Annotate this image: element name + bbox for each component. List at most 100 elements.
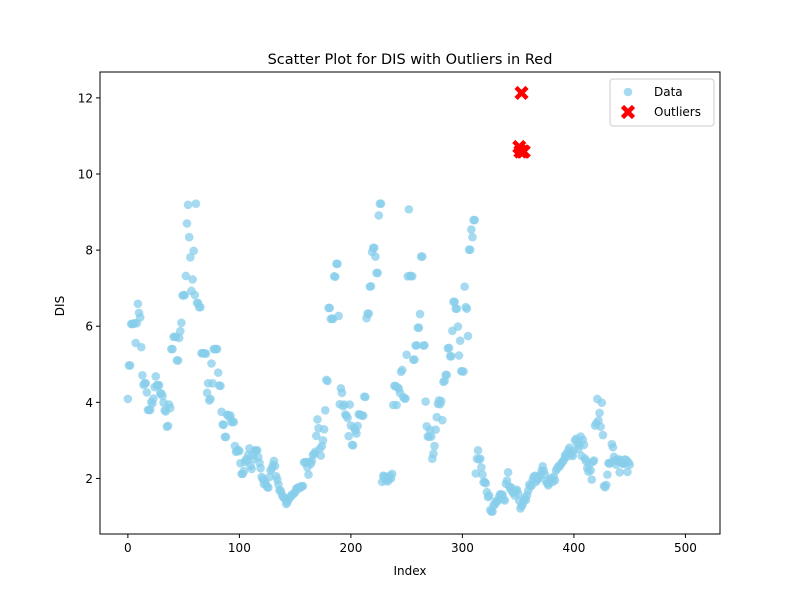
data-point [175,326,185,336]
data-point [475,454,485,463]
data-point [587,475,597,484]
data-point [460,282,469,291]
data-point [430,441,439,451]
data-point [188,275,197,284]
data-point [358,411,368,420]
data-point [470,215,479,225]
data-point [414,323,424,333]
chart-title: Scatter Plot for DIS with Outliers in Re… [268,52,553,68]
data-point [371,252,380,261]
data-point [133,299,143,309]
data-point [444,343,454,353]
data-point [125,361,135,370]
x-tick-label: 0 [124,541,132,555]
data-point [190,290,200,300]
data-point [477,463,486,472]
data-point [387,469,397,479]
data-point [361,392,370,402]
data-point [183,200,193,210]
data-point [247,464,256,474]
outlier-point [516,144,531,159]
legend-box [609,78,715,127]
data-point [412,340,421,350]
data-point [312,431,321,441]
data-point [601,480,611,490]
data-point [462,304,472,314]
data-point [603,470,612,479]
y-tick-label: 4 [85,396,93,410]
data-point [158,391,167,401]
data-point [252,445,262,455]
data-point [446,351,456,361]
legend-outlier-label: Outliers [654,105,701,119]
x-tick-label: 400 [562,541,585,555]
data-point [397,365,407,375]
data-point [513,489,523,498]
data-point [207,359,216,368]
plot-area [99,71,721,535]
data-point [488,507,497,516]
y-tick-label: 10 [78,167,93,181]
x-tick-label: 500 [674,541,697,555]
data-point [586,466,595,475]
data-point [623,467,632,477]
data-point [142,388,152,397]
data-point [325,303,335,313]
data-point [374,211,384,220]
data-point [596,422,605,431]
data-point [304,470,313,479]
data-point [410,355,419,365]
data-point [344,431,353,441]
y-tick-label: 2 [85,472,93,486]
data-point [452,304,462,314]
legend-data-marker [623,87,633,97]
data-point [173,356,183,365]
data-point [484,491,494,500]
data-point [376,199,386,208]
data-point [392,400,401,410]
data-point [421,397,430,406]
data-point [184,232,194,242]
axes-frame [99,71,721,535]
data-point [334,311,343,321]
data-point [216,381,225,391]
y-tick-label: 12 [78,91,93,105]
data-point [417,252,427,261]
data-point [615,468,624,477]
data-point [191,199,201,208]
data-point [366,281,376,291]
data-point [404,205,414,214]
x-tick-label: 100 [228,541,251,555]
data-point [608,442,618,452]
outlier-point [514,85,529,101]
data-point [465,245,475,255]
data-point [196,302,205,312]
data-point [352,429,361,438]
data-point [206,394,215,404]
data-point [550,476,560,485]
data-point [186,253,195,262]
data-point [265,472,274,482]
data-point [453,322,463,331]
data-point [298,481,308,491]
data-point [330,272,340,282]
data-point [189,246,198,256]
data-point [181,271,191,281]
data-point [229,417,239,427]
data-point [373,268,382,278]
data-point [579,440,589,450]
data-point [597,398,607,408]
data-point [455,336,465,345]
data-point [323,376,332,386]
x-tick-label: 200 [339,541,362,555]
data-point [319,425,329,434]
data-point [201,349,211,358]
data-point [473,445,483,455]
data-point [468,232,477,242]
data-point [163,421,173,431]
data-point [149,394,158,403]
data-point [370,243,379,253]
y-tick-label: 8 [85,244,93,258]
data-point [151,372,161,381]
